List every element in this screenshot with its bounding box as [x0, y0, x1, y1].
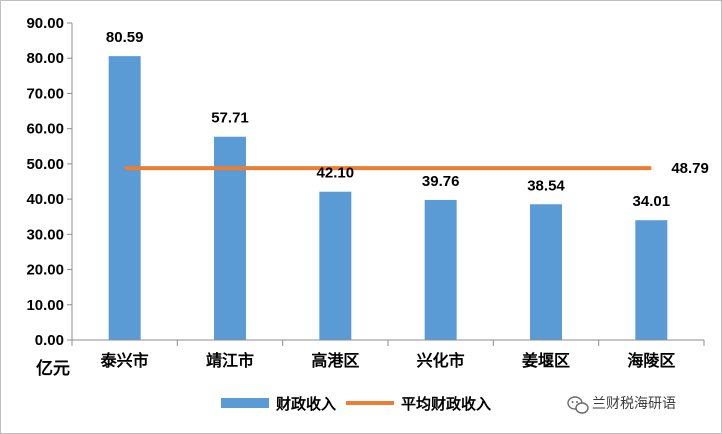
x-tick-label: 高港区	[311, 351, 359, 370]
bar-data-label: 39.76	[422, 173, 460, 190]
y-tick-label: 30.00	[26, 226, 64, 243]
average-data-label: 48.79	[671, 160, 709, 177]
bar	[424, 199, 457, 340]
x-tick-label: 泰兴市	[100, 351, 149, 370]
y-tick-label: 20.00	[26, 262, 64, 279]
legend-swatch-bar	[221, 398, 269, 408]
bar	[319, 191, 352, 340]
y-tick-label: 10.00	[26, 297, 64, 314]
y-tick-label: 50.00	[26, 156, 64, 173]
y-tick-label: 0.00	[35, 332, 64, 349]
bar-data-label: 34.01	[633, 193, 671, 210]
watermark-text: 兰财税海研语	[592, 396, 676, 412]
legend: 财政收入 平均财政收入	[221, 395, 491, 413]
x-tick-label: 海陵区	[627, 351, 675, 370]
y-tick-label: 80.00	[26, 50, 64, 67]
watermark: 兰财税海研语	[567, 396, 676, 414]
y-tick-label: 40.00	[26, 191, 64, 208]
legend-label-line: 平均财政收入	[401, 395, 491, 413]
legend-label-bar: 财政收入	[276, 395, 336, 413]
bar-data-label: 80.59	[106, 29, 144, 46]
x-tick-label: 兴化市	[417, 351, 465, 370]
y-tick-label: 90.00	[26, 15, 64, 32]
y-tick-label: 70.00	[26, 85, 64, 102]
bar	[214, 136, 246, 340]
bar	[530, 204, 562, 340]
y-unit-label: 亿元	[36, 358, 70, 379]
bar	[635, 220, 668, 340]
bar-data-label: 38.54	[527, 177, 565, 194]
y-tick-label: 60.00	[26, 121, 64, 138]
wechat-icon	[567, 396, 589, 414]
x-tick-label: 姜堰区	[522, 351, 570, 370]
x-tick-label: 靖江市	[206, 351, 254, 370]
y-axis: 0.00 10.00 20.00 30.00 40.00 50.00 60.00 70.00 8…	[26, 15, 73, 349]
bars	[108, 56, 668, 341]
bar-data-label: 57.71	[211, 110, 249, 127]
bar-data-label: 42.10	[317, 165, 355, 182]
bar	[108, 56, 141, 341]
x-axis: 泰兴市 靖江市 高港区 兴化市 姜堰区 海陵区	[71, 339, 705, 370]
